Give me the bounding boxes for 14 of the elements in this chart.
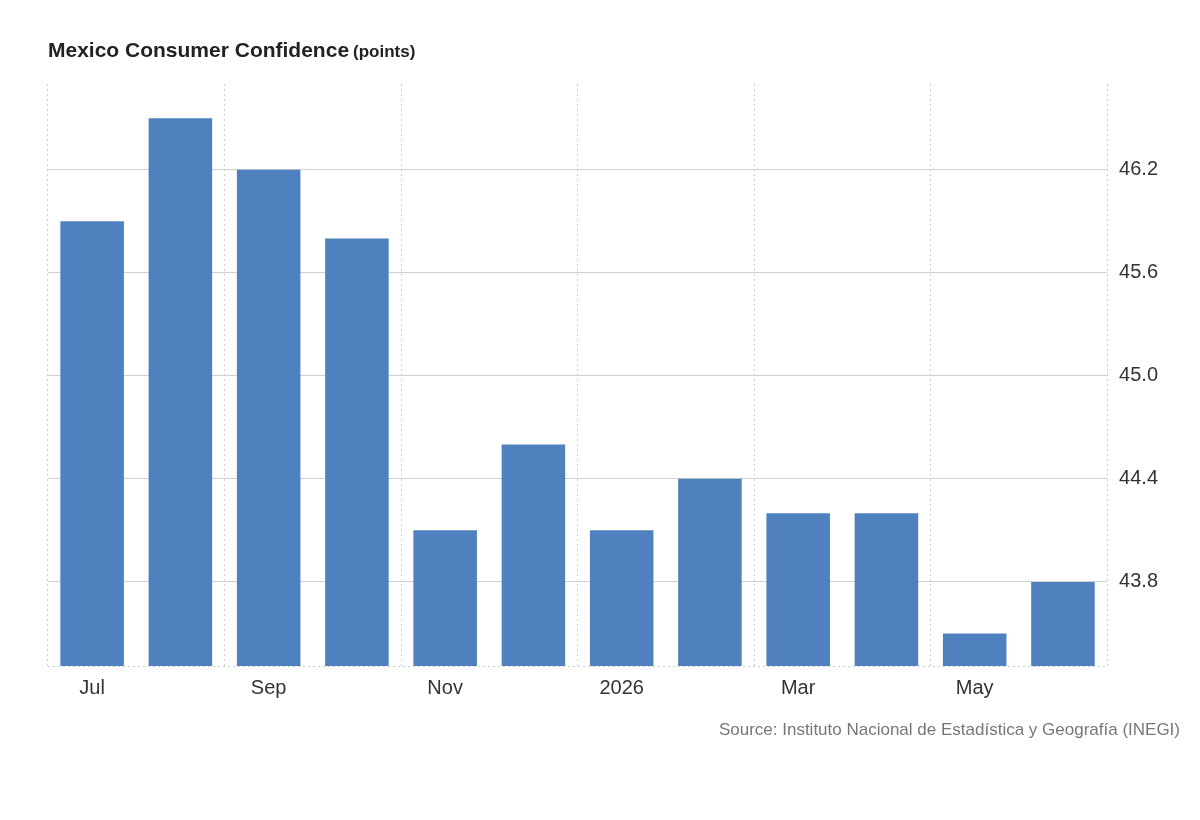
x-tick-label: Mar bbox=[780, 675, 816, 698]
source-note: Source: Instituto Nacional de Estadística y Geografía (INEGI) bbox=[718, 720, 1180, 740]
y-tick-label: 45.0 bbox=[1119, 363, 1159, 386]
y-tick-label: 46.2 bbox=[1119, 157, 1159, 180]
x-tick-label: 2026 bbox=[599, 675, 644, 698]
chart-title: Mexico Consumer Confidence bbox=[48, 38, 350, 61]
x-tick-label: Nov bbox=[427, 675, 463, 698]
x-tick-label: Sep bbox=[250, 675, 287, 698]
x-tick-label: Jul bbox=[79, 675, 105, 698]
chart-subtitle: (points) bbox=[353, 42, 416, 61]
y-tick-label: 45.6 bbox=[1119, 260, 1159, 283]
x-tick-label: May bbox=[955, 675, 994, 698]
y-tick-label: 43.8 bbox=[1119, 569, 1159, 592]
y-tick-label: 44.4 bbox=[1119, 466, 1159, 489]
